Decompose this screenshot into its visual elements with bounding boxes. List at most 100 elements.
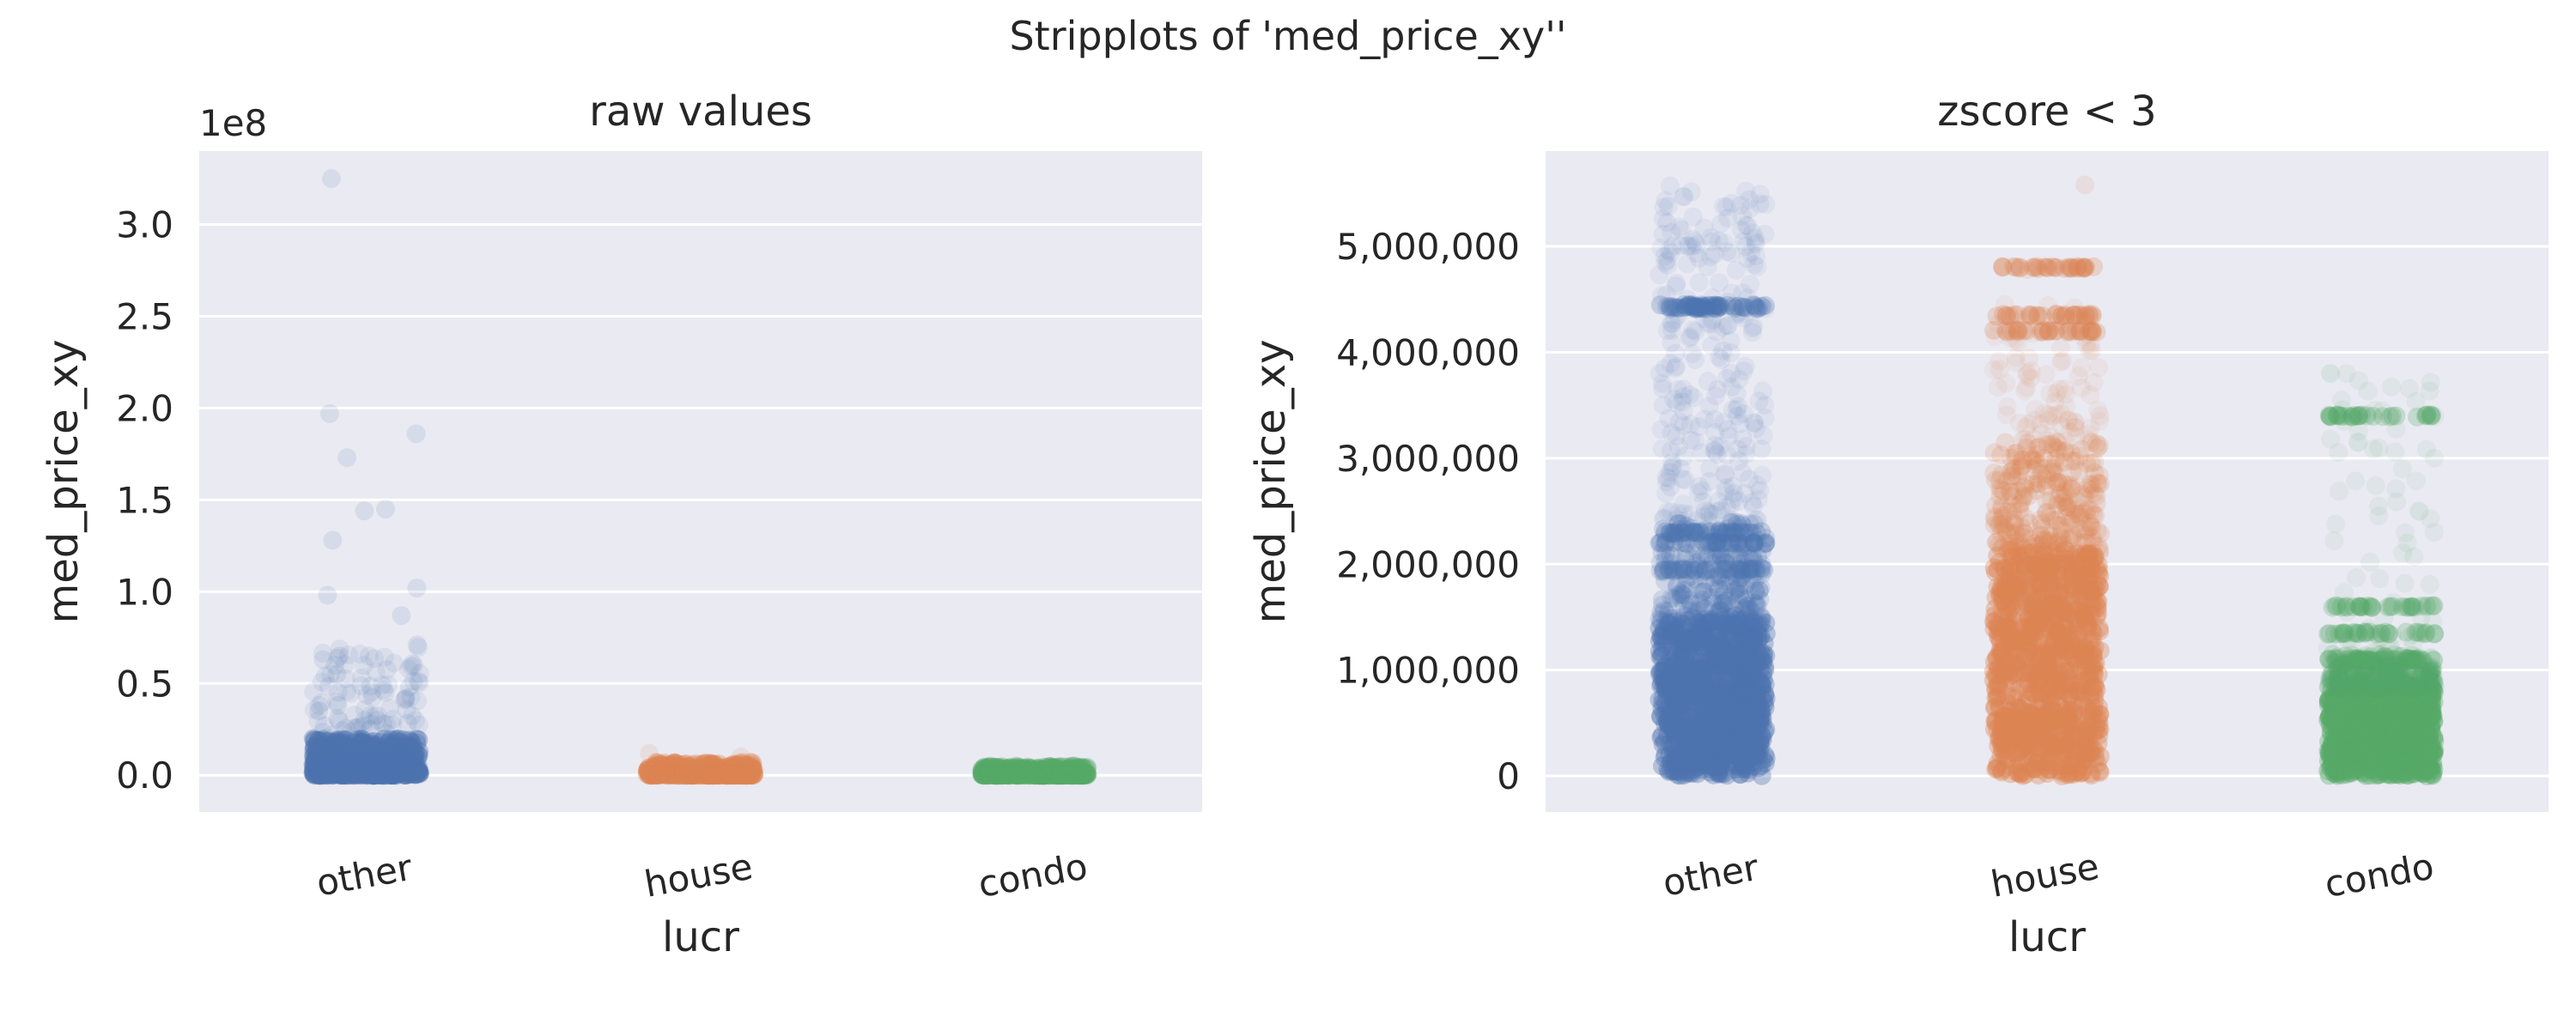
data-point-house bbox=[678, 765, 698, 785]
data-point-house bbox=[722, 766, 742, 785]
data-point-other bbox=[320, 740, 340, 760]
data-point-house bbox=[743, 754, 762, 773]
data-point-other bbox=[402, 760, 421, 779]
strip-other bbox=[1649, 176, 1776, 785]
data-point-other bbox=[400, 736, 420, 755]
data-point-other bbox=[318, 765, 337, 785]
data-point-other bbox=[377, 724, 397, 743]
figure-suptitle: Stripplots of 'med_price_xy'' bbox=[1009, 13, 1566, 59]
data-point-other bbox=[375, 742, 395, 762]
data-point-other bbox=[404, 753, 423, 772]
data-point-house bbox=[674, 754, 694, 774]
data-point-house bbox=[678, 764, 698, 784]
data-point-other bbox=[361, 736, 381, 754]
data-point-other bbox=[312, 764, 331, 784]
data-point-other bbox=[315, 761, 334, 781]
data-point-house bbox=[703, 766, 723, 785]
data-point-other bbox=[386, 754, 405, 773]
data-point-other bbox=[390, 763, 410, 783]
data-point-house bbox=[650, 762, 670, 782]
data-point-other bbox=[355, 758, 375, 778]
data-point-house bbox=[706, 763, 726, 783]
strip-condo bbox=[972, 756, 1097, 785]
data-point-other bbox=[363, 766, 383, 785]
data-point-house bbox=[2051, 709, 2071, 729]
data-point-house bbox=[2060, 616, 2079, 636]
data-point-other bbox=[356, 766, 376, 785]
data-point-house bbox=[656, 766, 676, 785]
data-point-other bbox=[335, 655, 355, 675]
data-point-other bbox=[377, 747, 397, 766]
data-point-house bbox=[662, 764, 682, 784]
data-point-house bbox=[727, 755, 747, 775]
subplot-raw-values: 0.00.51.01.52.02.53.0 other house condo ra… bbox=[39, 88, 1202, 961]
data-point-other bbox=[362, 762, 382, 782]
data-point-other bbox=[364, 759, 384, 778]
data-point-other bbox=[350, 745, 370, 765]
data-point-other bbox=[409, 758, 428, 778]
data-point-other bbox=[1745, 296, 1765, 316]
data-point-other bbox=[351, 761, 370, 781]
data-point-house bbox=[677, 754, 696, 773]
data-point-other bbox=[331, 766, 351, 785]
data-point-other bbox=[396, 742, 415, 762]
data-point-house bbox=[655, 764, 675, 784]
data-point-other bbox=[362, 688, 382, 707]
data-point-other bbox=[303, 763, 323, 783]
data-point-house bbox=[656, 764, 676, 784]
data-point-other bbox=[355, 711, 374, 730]
data-point-other bbox=[383, 763, 403, 783]
data-point-house bbox=[702, 766, 722, 785]
data-point-other bbox=[342, 765, 361, 784]
data-point-house bbox=[712, 765, 732, 785]
data-point-other bbox=[309, 701, 329, 721]
data-point-other bbox=[309, 764, 329, 783]
data-point-other bbox=[400, 753, 420, 772]
data-point-other bbox=[394, 741, 413, 760]
data-point-house bbox=[681, 766, 701, 785]
data-point-house bbox=[724, 766, 744, 785]
data-point-other bbox=[354, 656, 374, 676]
data-point-other bbox=[367, 764, 386, 784]
data-point-other bbox=[351, 729, 371, 748]
data-point-house bbox=[651, 760, 671, 779]
data-point-other bbox=[1740, 199, 1759, 219]
data-point-other bbox=[369, 751, 389, 771]
data-point-other bbox=[360, 749, 380, 769]
data-point-house bbox=[713, 762, 732, 782]
data-point-house bbox=[692, 760, 712, 779]
data-point-other bbox=[406, 424, 426, 444]
data-point-other bbox=[330, 742, 349, 762]
data-point-house bbox=[650, 755, 670, 775]
data-point-other bbox=[339, 750, 359, 770]
data-point-other bbox=[377, 760, 397, 780]
data-point-house bbox=[686, 763, 705, 783]
data-point-house bbox=[673, 766, 693, 785]
data-point-house bbox=[706, 765, 726, 785]
y-tick-label: 2.0 bbox=[116, 387, 173, 429]
data-point-house bbox=[700, 754, 720, 774]
data-point-house bbox=[686, 760, 706, 779]
data-point-house bbox=[681, 766, 701, 785]
data-point-house bbox=[692, 759, 712, 779]
data-point-house bbox=[691, 765, 711, 785]
data-point-other bbox=[370, 754, 390, 774]
data-point-other bbox=[328, 708, 348, 728]
data-point-other bbox=[350, 757, 370, 776]
data-point-other bbox=[1731, 724, 1751, 743]
data-point-other bbox=[388, 761, 408, 781]
data-point-other bbox=[368, 753, 388, 772]
data-point-other bbox=[358, 753, 378, 772]
data-point-house bbox=[643, 765, 663, 785]
data-point-other bbox=[310, 743, 330, 763]
data-point-house bbox=[681, 763, 701, 783]
data-point-other bbox=[365, 766, 385, 785]
data-point-other bbox=[306, 758, 325, 778]
data-point-other bbox=[313, 723, 332, 742]
data-point-other bbox=[404, 744, 424, 764]
data-point-house bbox=[2038, 659, 2057, 679]
data-point-house bbox=[708, 764, 727, 784]
data-point-other bbox=[355, 501, 374, 521]
data-point-other bbox=[387, 754, 406, 773]
data-point-other bbox=[330, 735, 349, 754]
